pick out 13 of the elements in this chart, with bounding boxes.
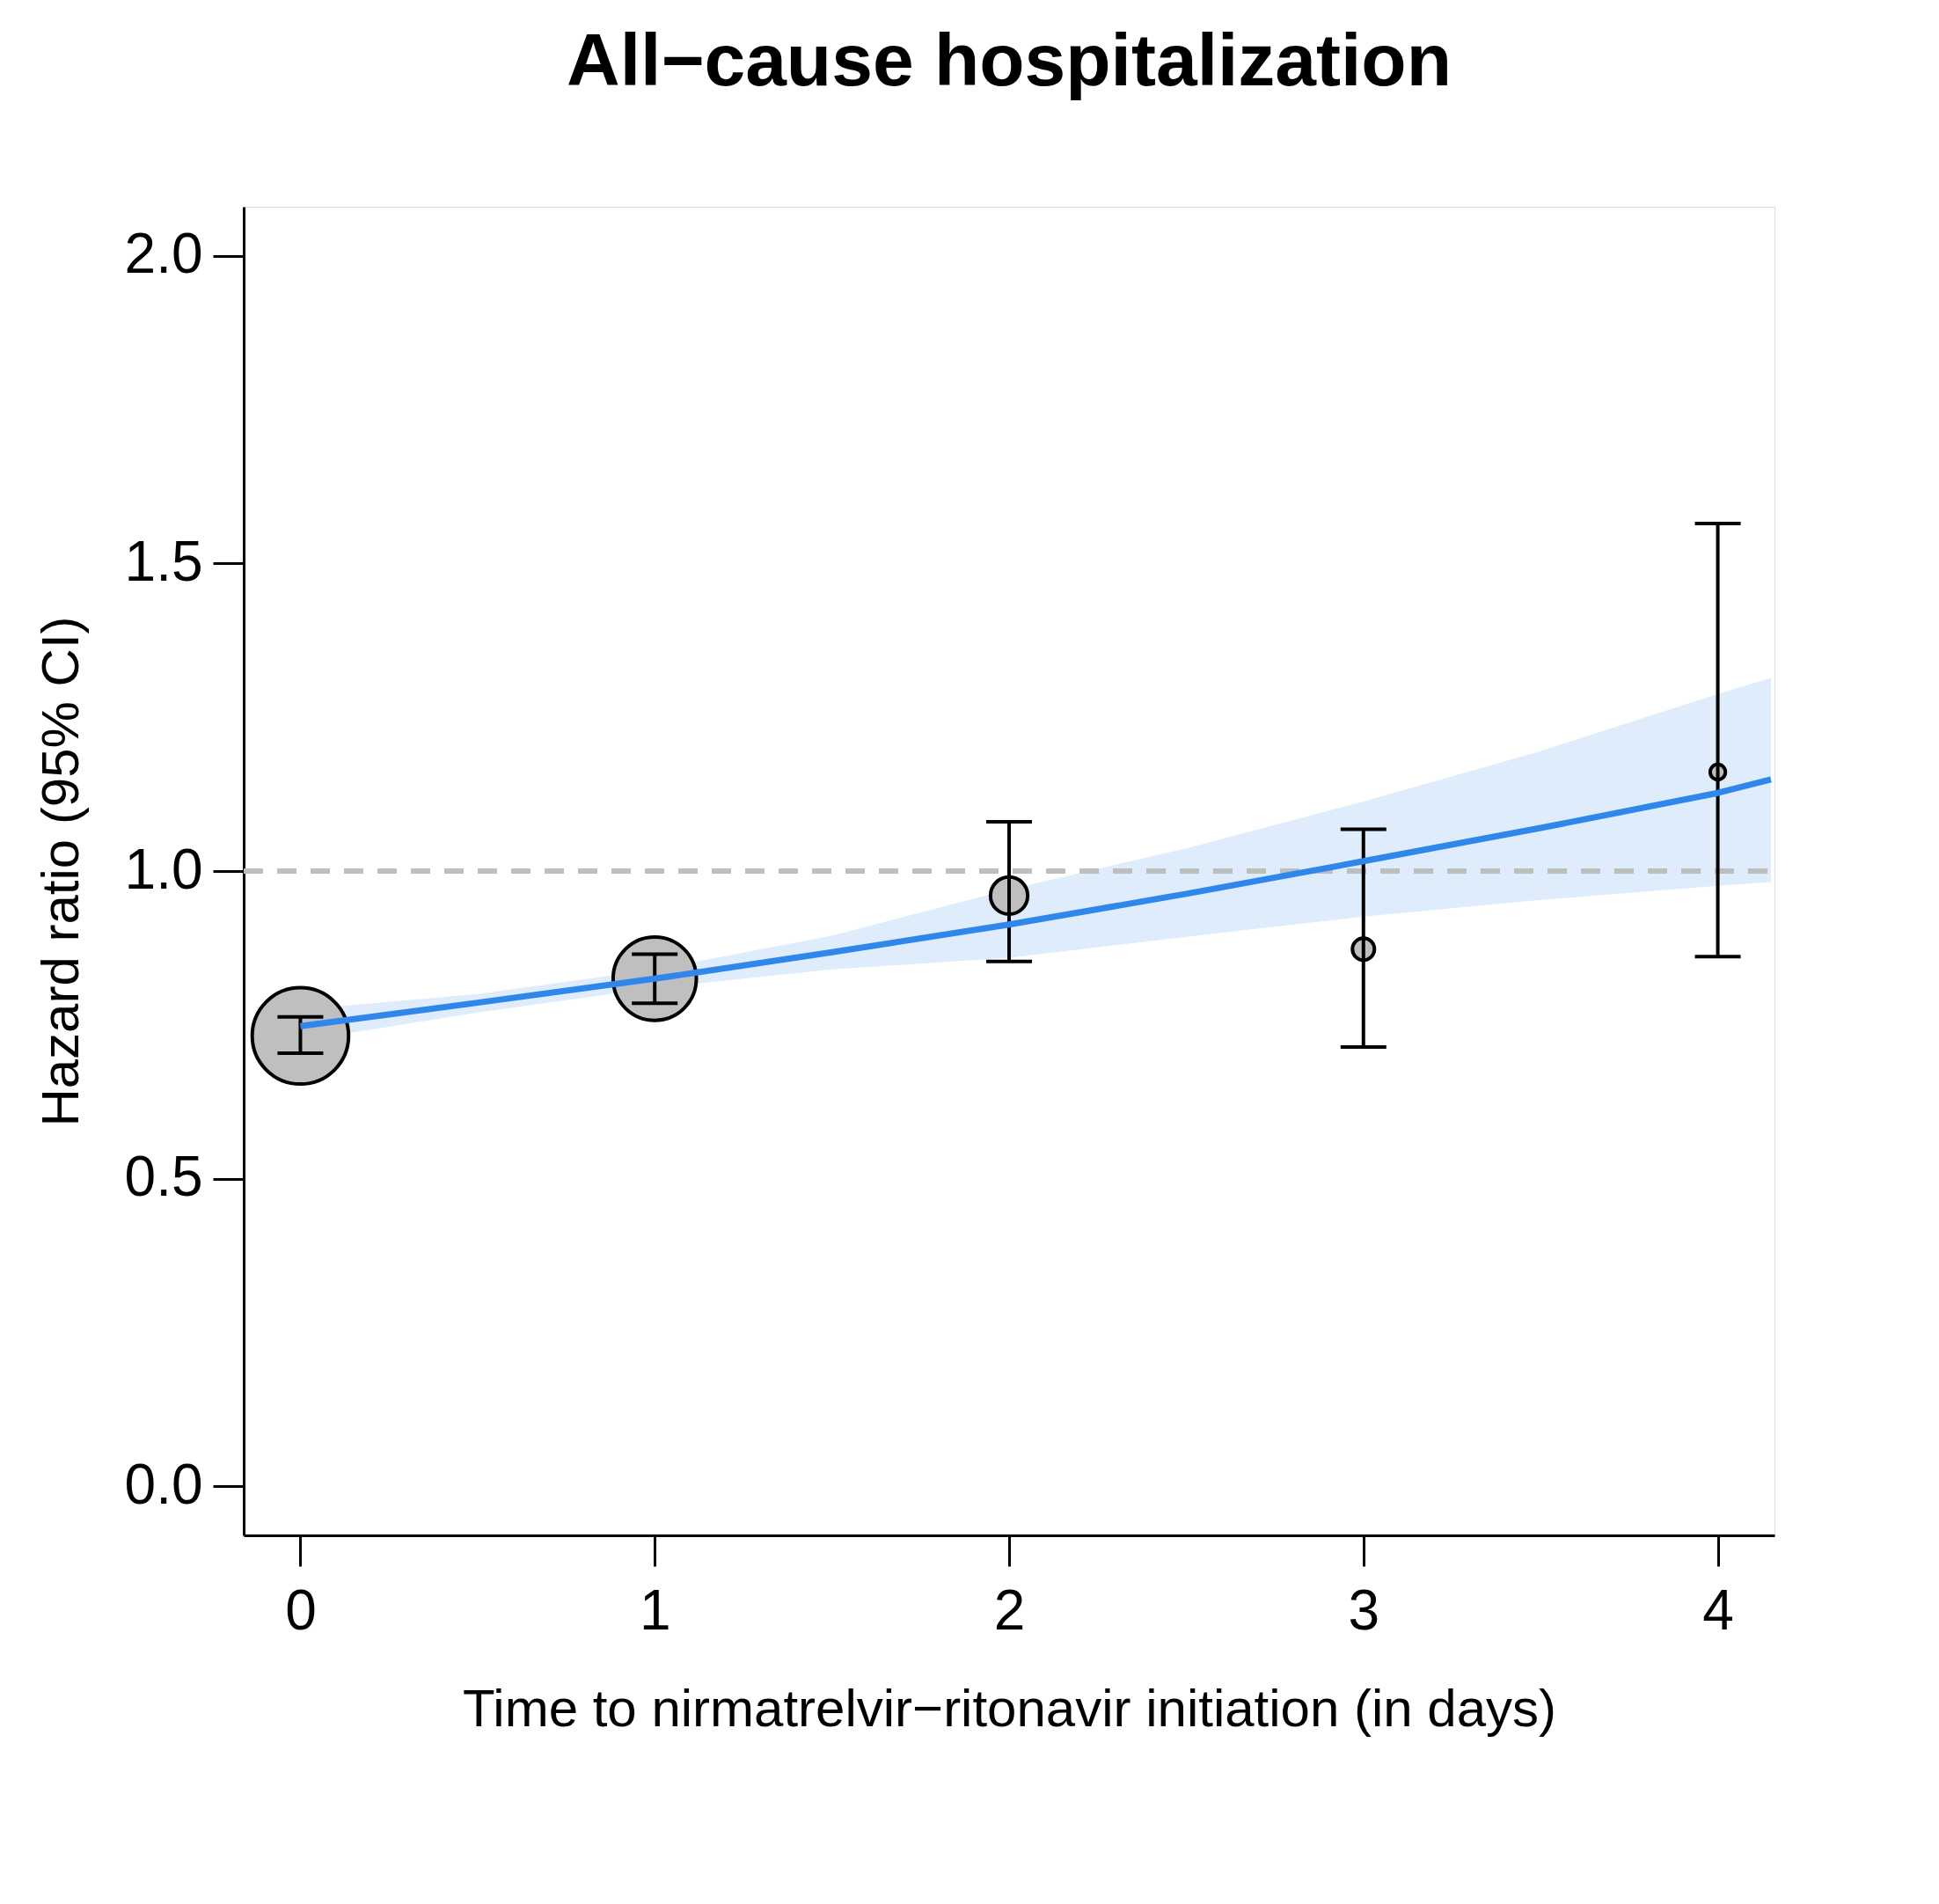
x-tick-label: 1 [639, 1578, 671, 1642]
x-tick-label: 2 [993, 1578, 1026, 1642]
x-tick-label: 4 [1702, 1578, 1734, 1642]
y-tick-label: 1.5 [124, 529, 203, 593]
x-tick-label: 3 [1348, 1578, 1380, 1642]
y-tick-label: 1.0 [124, 837, 203, 901]
x-axis-title: Time to nirmatrelvir−ritonavir initiation (in days) [462, 1678, 1557, 1738]
y-tick-label: 0.0 [124, 1452, 203, 1516]
y-tick-label: 0.5 [124, 1145, 203, 1209]
x-tick-label: 0 [285, 1578, 317, 1642]
chart-title: All−cause hospitalization [567, 18, 1452, 101]
y-axis-title: Hazard ratio (95% CI) [30, 616, 90, 1127]
y-tick-label: 2.0 [124, 222, 203, 286]
